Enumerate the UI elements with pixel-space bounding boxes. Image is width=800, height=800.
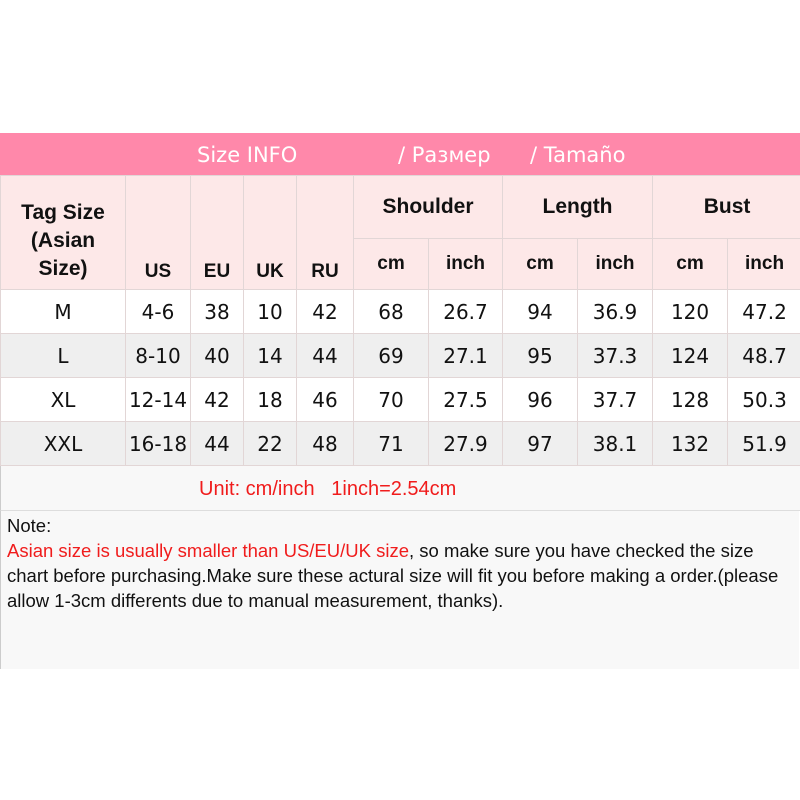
table-cell: 38.1 (577, 421, 654, 466)
table-cell: 27.5 (427, 377, 504, 422)
table-cell: 69 (353, 333, 429, 378)
header-uk: UK (243, 175, 297, 290)
header-bust-inch: inch (727, 238, 800, 290)
header-bust-cm: cm (652, 238, 729, 290)
table-cell: 12-14 (125, 377, 191, 422)
header-shoulder-cm: cm (353, 238, 429, 290)
header-us: US (125, 175, 191, 290)
note-body: Asian size is usually smaller than US/EU… (7, 538, 799, 613)
table-cell: 4-6 (125, 289, 191, 334)
header-bust: Bust (652, 175, 800, 239)
table-cell: 48 (296, 421, 354, 466)
note-text: , so make sure you have checked the size… (7, 540, 779, 611)
unit-text: Unit: cm/inch 1inch=2.54cm (199, 478, 457, 500)
tag-size-line3: Size) (38, 257, 88, 280)
note-label: Note: (7, 515, 52, 536)
table-cell: 46 (296, 377, 354, 422)
size-table: Tag Size (Asian Size) US EU UK RU Should… (0, 175, 800, 466)
size-info-banner: Size INFO / Размер / Tamaño (0, 133, 800, 175)
table-cell: L (0, 333, 126, 378)
table-cell: 27.9 (427, 421, 504, 466)
table-cell: 94 (502, 289, 579, 334)
table-cell: XXL (0, 421, 126, 466)
table-cell: 48.7 (727, 333, 800, 378)
table-row: L 8-10 40 14 44 69 27.1 95 37.3 124 48.7 (0, 333, 800, 378)
table-cell: 36.9 (577, 289, 654, 334)
table-cell: 44 (296, 333, 354, 378)
banner-title: Size INFO (197, 143, 298, 167)
table-cell: XL (0, 377, 126, 422)
table-cell: 42 (190, 377, 244, 422)
note-warning: Asian size is usually smaller than US/EU… (7, 540, 410, 561)
table-cell: M (0, 289, 126, 334)
table-cell: 16-18 (125, 421, 191, 466)
tag-size-line2: (Asian (30, 229, 96, 252)
table-cell: 128 (652, 377, 729, 422)
table-cell: 26.7 (427, 289, 504, 334)
tag-size-line1: Tag Size (21, 201, 105, 224)
unit-row: Unit: cm/inch 1inch=2.54cm (0, 466, 800, 511)
table-row: XXL 16-18 44 22 48 71 27.9 97 38.1 132 51.9 (0, 421, 800, 466)
table-cell: 124 (652, 333, 729, 378)
table-cell: 47.2 (727, 289, 800, 334)
table-cell: 40 (190, 333, 244, 378)
table-cell: 120 (652, 289, 729, 334)
table-cell: 8-10 (125, 333, 191, 378)
table-cell: 37.7 (577, 377, 654, 422)
table-cell: 27.1 (427, 333, 504, 378)
table-cell: 96 (502, 377, 579, 422)
table-cell: 95 (502, 333, 579, 378)
table-cell: 18 (243, 377, 297, 422)
table-cell: 44 (190, 421, 244, 466)
table-cell: 132 (652, 421, 729, 466)
table-cell: 70 (353, 377, 429, 422)
banner-spanish: / Tamaño (530, 143, 626, 167)
table-row: XL 12-14 42 18 46 70 27.5 96 37.7 128 50.3 (0, 377, 800, 422)
note-section: Note: Asian size is usually smaller than… (0, 511, 799, 669)
table-row: M 4-6 38 10 42 68 26.7 94 36.9 120 47.2 (0, 289, 800, 334)
header-shoulder-inch: inch (427, 238, 504, 290)
table-cell: 38 (190, 289, 244, 334)
header-length-inch: inch (577, 238, 654, 290)
header-tag-size: Tag Size (Asian Size) (0, 175, 126, 290)
header-length-cm: cm (502, 238, 579, 290)
table-cell: 68 (353, 289, 429, 334)
table-cell: 50.3 (727, 377, 800, 422)
header-ru: RU (296, 175, 354, 290)
banner-russian: / Размер (398, 143, 491, 167)
header-length: Length (502, 175, 654, 239)
table-cell: 10 (243, 289, 297, 334)
table-cell: 51.9 (727, 421, 800, 466)
table-cell: 97 (502, 421, 579, 466)
table-cell: 22 (243, 421, 297, 466)
table-cell: 14 (243, 333, 297, 378)
table-cell: 42 (296, 289, 354, 334)
table-cell: 71 (353, 421, 429, 466)
header-shoulder: Shoulder (352, 175, 504, 239)
header-eu: EU (190, 175, 244, 290)
table-cell: 37.3 (577, 333, 654, 378)
